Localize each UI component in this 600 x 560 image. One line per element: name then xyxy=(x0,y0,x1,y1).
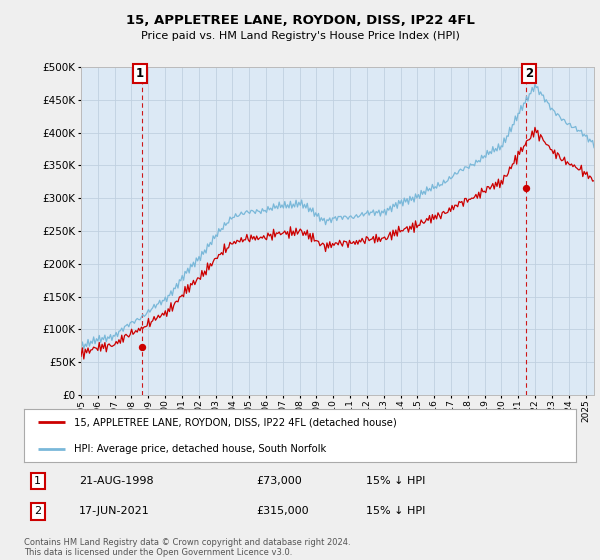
Text: 2: 2 xyxy=(526,67,533,80)
Text: Contains HM Land Registry data © Crown copyright and database right 2024.
This d: Contains HM Land Registry data © Crown c… xyxy=(24,538,350,557)
Text: £73,000: £73,000 xyxy=(256,476,302,486)
Text: 2: 2 xyxy=(34,506,41,516)
Text: 17-JUN-2021: 17-JUN-2021 xyxy=(79,506,150,516)
Text: 21-AUG-1998: 21-AUG-1998 xyxy=(79,476,154,486)
Text: £315,000: £315,000 xyxy=(256,506,308,516)
Text: 15, APPLETREE LANE, ROYDON, DISS, IP22 4FL: 15, APPLETREE LANE, ROYDON, DISS, IP22 4… xyxy=(125,14,475,27)
Text: HPI: Average price, detached house, South Norfolk: HPI: Average price, detached house, Sout… xyxy=(74,444,326,454)
Text: 15% ↓ HPI: 15% ↓ HPI xyxy=(366,506,425,516)
Text: 1: 1 xyxy=(136,67,144,80)
Text: Price paid vs. HM Land Registry's House Price Index (HPI): Price paid vs. HM Land Registry's House … xyxy=(140,31,460,41)
Point xyxy=(137,343,147,352)
Point xyxy=(521,184,531,193)
Text: 1: 1 xyxy=(34,476,41,486)
Text: 15, APPLETREE LANE, ROYDON, DISS, IP22 4FL (detached house): 15, APPLETREE LANE, ROYDON, DISS, IP22 4… xyxy=(74,417,397,427)
Text: 15% ↓ HPI: 15% ↓ HPI xyxy=(366,476,425,486)
